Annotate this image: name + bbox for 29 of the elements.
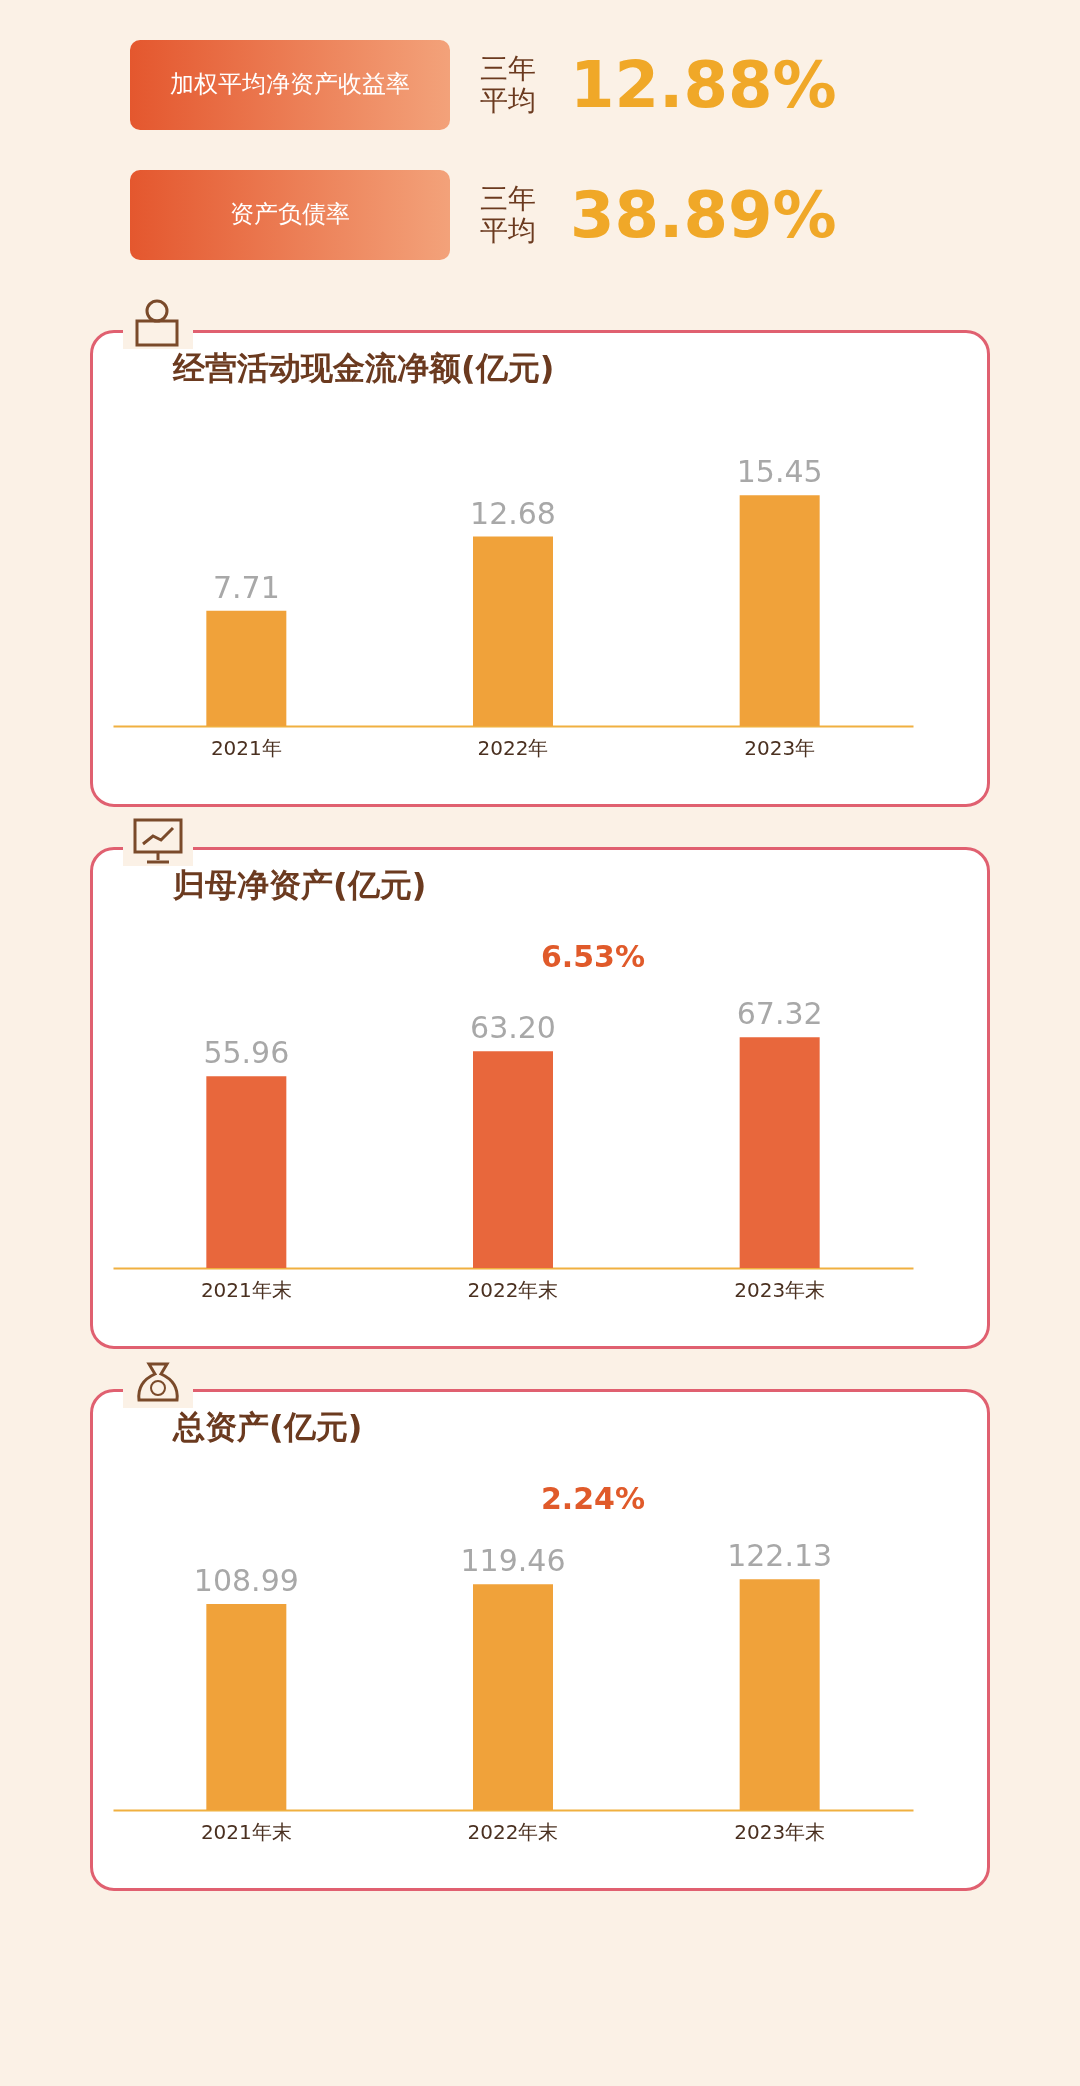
- data-label: 63.20: [470, 1010, 556, 1046]
- x-tick-label: 2023年: [744, 735, 816, 760]
- data-label: 7.71: [212, 569, 280, 605]
- text: 2.24%: [540, 1481, 646, 1516]
- x-tick-label: 2021年: [210, 735, 282, 760]
- text: 38.89%: [570, 178, 837, 252]
- x-tick-label: 2021年末: [200, 1819, 292, 1844]
- data-label: 12.68: [470, 495, 556, 531]
- chart-title: 总资产(亿元): [172, 1408, 363, 1446]
- text: 三年平均: [480, 181, 537, 248]
- data-label: 55.96: [203, 1035, 290, 1071]
- text: 三年平均: [480, 51, 537, 118]
- x-tick-label: 2022年: [477, 735, 549, 760]
- data-label: 108.99: [193, 1563, 299, 1599]
- text: 加权平均净资产收益率: [130, 40, 450, 130]
- x-tick-label: 2023年末: [734, 1819, 826, 1844]
- text: 12.88%: [570, 48, 837, 122]
- data-label: 122.13: [727, 1538, 833, 1574]
- x-tick-label: 2021年末: [200, 1277, 292, 1302]
- chart-title: 经营活动现金流净额(亿元): [172, 349, 555, 387]
- text: 资产负债率: [130, 170, 450, 260]
- text: 6.53%: [540, 939, 646, 974]
- x-tick-label: 2022年末: [467, 1277, 559, 1302]
- x-tick-label: 2022年末: [467, 1819, 559, 1844]
- chart-title: 归母净资产(亿元): [172, 866, 427, 904]
- data-label: 67.32: [736, 996, 823, 1032]
- data-label: 119.46: [460, 1543, 566, 1579]
- data-label: 15.45: [736, 454, 823, 490]
- x-tick-label: 2023年末: [734, 1277, 826, 1302]
